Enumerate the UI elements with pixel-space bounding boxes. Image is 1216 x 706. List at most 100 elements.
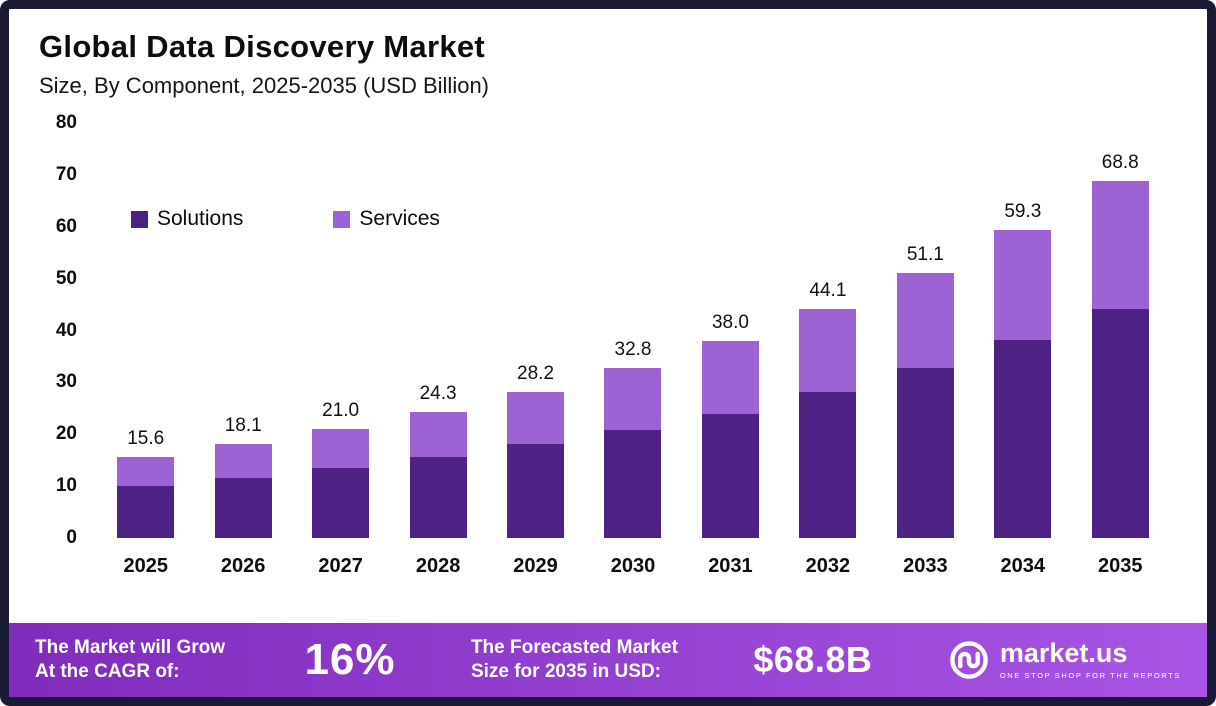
x-tick-2027: 2027 bbox=[318, 555, 363, 577]
cagr-label-line2: At the CAGR of: bbox=[35, 661, 180, 682]
solutions-segment-2033 bbox=[896, 368, 954, 538]
services-segment-2029 bbox=[507, 391, 565, 444]
services-segment-2025 bbox=[117, 457, 175, 487]
y-tick-0: 0 bbox=[66, 527, 77, 548]
bar-2035 bbox=[1091, 181, 1149, 538]
bar-column-2034: 59.3 bbox=[974, 123, 1071, 538]
x-tick-2028: 2028 bbox=[415, 555, 461, 577]
y-axis: 0 10 20 30 40 50 60 70 80 bbox=[39, 112, 85, 548]
bar-column-2030: 32.8 bbox=[584, 123, 681, 538]
solutions-segment-2026 bbox=[214, 477, 272, 538]
bar-column-2033: 51.1 bbox=[877, 123, 974, 538]
legend-item-solutions: Solutions bbox=[131, 207, 243, 231]
chart-legend: Solutions Services bbox=[131, 207, 440, 231]
bar-total-label-2030: 32.8 bbox=[614, 338, 652, 360]
legend-label-solutions: Solutions bbox=[157, 207, 244, 230]
x-tick-2032: 2032 bbox=[805, 555, 851, 577]
chart-panel: Global Data Discovery Market Size, By Co… bbox=[9, 9, 1207, 623]
bar-total-label-2031: 38.0 bbox=[711, 311, 749, 333]
y-tick-20: 20 bbox=[55, 423, 77, 445]
bar-2028 bbox=[409, 411, 467, 538]
services-segment-2027 bbox=[312, 429, 370, 468]
bar-column-2031: 38.0 bbox=[682, 123, 779, 538]
bar-total-label-2029: 28.2 bbox=[517, 362, 555, 384]
bar-total-label-2035: 68.8 bbox=[1101, 152, 1139, 174]
y-tick-80: 80 bbox=[55, 112, 77, 133]
bar-total-label-2027: 21.0 bbox=[322, 400, 360, 422]
y-tick-40: 40 bbox=[55, 319, 77, 341]
bar-column-2028: 24.3 bbox=[389, 123, 486, 538]
y-tick-50: 50 bbox=[55, 267, 77, 289]
x-tick-2030: 2030 bbox=[610, 555, 656, 577]
bar-2030 bbox=[604, 367, 662, 538]
page-title: Global Data Discovery Market bbox=[39, 29, 486, 64]
bar-2027 bbox=[312, 429, 370, 538]
forecast-label-line1: The Forecasted Market bbox=[470, 636, 678, 658]
footer-banner: The Market will Grow At the CAGR of: 16%… bbox=[9, 623, 1207, 697]
cagr-label-line1: The Market will Grow bbox=[35, 636, 226, 658]
solutions-segment-2029 bbox=[507, 443, 565, 538]
bar-2025 bbox=[117, 457, 175, 538]
bar-total-label-2025: 15.6 bbox=[127, 428, 165, 450]
solutions-segment-2027 bbox=[312, 467, 370, 538]
solutions-segment-2031 bbox=[701, 413, 759, 538]
solutions-segment-2032 bbox=[799, 391, 857, 538]
bar-total-label-2033: 51.1 bbox=[906, 243, 944, 265]
brand-text: market.us ONE STOP SHOP FOR THE REPORTS bbox=[999, 638, 1181, 681]
x-tick-2025: 2025 bbox=[123, 555, 168, 577]
services-segment-2032 bbox=[799, 309, 857, 392]
y-tick-10: 10 bbox=[55, 475, 77, 497]
bar-2031 bbox=[701, 340, 759, 538]
solutions-segment-2025 bbox=[117, 486, 175, 538]
bar-column-2029: 28.2 bbox=[487, 123, 584, 538]
stacked-bar-chart: 0 10 20 30 40 50 60 70 80 15.6 18.1 21.0 24.3 28.2 32… bbox=[39, 112, 1177, 593]
forecast-label-line2: Size for 2035 in USD: bbox=[470, 661, 661, 682]
bar-total-label-2028: 24.3 bbox=[419, 382, 457, 404]
services-segment-2026 bbox=[214, 444, 272, 478]
forecast-label: The Forecasted Market Size for 2035 in U… bbox=[471, 636, 678, 685]
services-segment-2034 bbox=[994, 230, 1052, 341]
x-tick-2031: 2031 bbox=[708, 555, 753, 577]
bar-column-2027: 21.0 bbox=[292, 123, 389, 538]
bar-total-label-2032: 44.1 bbox=[809, 280, 847, 302]
x-axis: 2025 2026 2027 2028 2029 2030 2031 2032 2033 2034… bbox=[97, 555, 1169, 578]
bar-column-2025: 15.6 bbox=[97, 123, 194, 538]
services-segment-2031 bbox=[701, 340, 759, 414]
brand-tagline: ONE STOP SHOP FOR THE REPORTS bbox=[999, 671, 1181, 680]
services-segment-2035 bbox=[1091, 181, 1149, 310]
solutions-segment-2035 bbox=[1091, 309, 1149, 538]
cagr-label: The Market will Grow At the CAGR of: bbox=[35, 636, 225, 685]
bar-column-2026: 18.1 bbox=[194, 123, 291, 538]
bar-2026 bbox=[214, 444, 272, 538]
chart-subtitle: Size, By Component, 2025-2035 (USD Billi… bbox=[39, 73, 490, 98]
bar-column-2035: 68.8 bbox=[1072, 123, 1169, 538]
solutions-segment-2030 bbox=[604, 429, 662, 538]
y-tick-70: 70 bbox=[55, 163, 77, 185]
legend-item-services: Services bbox=[333, 207, 440, 231]
y-tick-30: 30 bbox=[55, 371, 77, 393]
x-tick-2026: 2026 bbox=[220, 555, 266, 577]
solutions-segment-2034 bbox=[994, 340, 1052, 538]
bar-column-2032: 44.1 bbox=[779, 123, 876, 538]
marketus-logo-icon bbox=[950, 641, 988, 679]
bar-2032 bbox=[799, 309, 857, 538]
brand-name: market.us bbox=[999, 638, 1128, 668]
services-segment-2033 bbox=[896, 272, 954, 369]
cagr-value: 16% bbox=[304, 635, 396, 684]
x-tick-2034: 2034 bbox=[1000, 555, 1046, 577]
bar-total-label-2034: 59.3 bbox=[1004, 201, 1042, 223]
forecast-value: $68.8B bbox=[753, 639, 873, 680]
bar-total-label-2026: 18.1 bbox=[224, 415, 262, 437]
x-tick-2035: 2035 bbox=[1098, 555, 1143, 577]
legend-label-services: Services bbox=[359, 207, 440, 230]
brand: market.us ONE STOP SHOP FOR THE REPORTS bbox=[948, 639, 1181, 681]
x-tick-2033: 2033 bbox=[903, 555, 948, 577]
solutions-swatch bbox=[131, 210, 148, 228]
x-tick-2029: 2029 bbox=[513, 555, 558, 577]
bar-2029 bbox=[507, 391, 565, 538]
plot-area: 15.6 18.1 21.0 24.3 28.2 32.8 38.0 44.1 51.1 59.3… bbox=[97, 123, 1169, 538]
solutions-segment-2028 bbox=[409, 456, 467, 538]
services-swatch bbox=[333, 210, 351, 228]
bar-2034 bbox=[994, 230, 1052, 538]
